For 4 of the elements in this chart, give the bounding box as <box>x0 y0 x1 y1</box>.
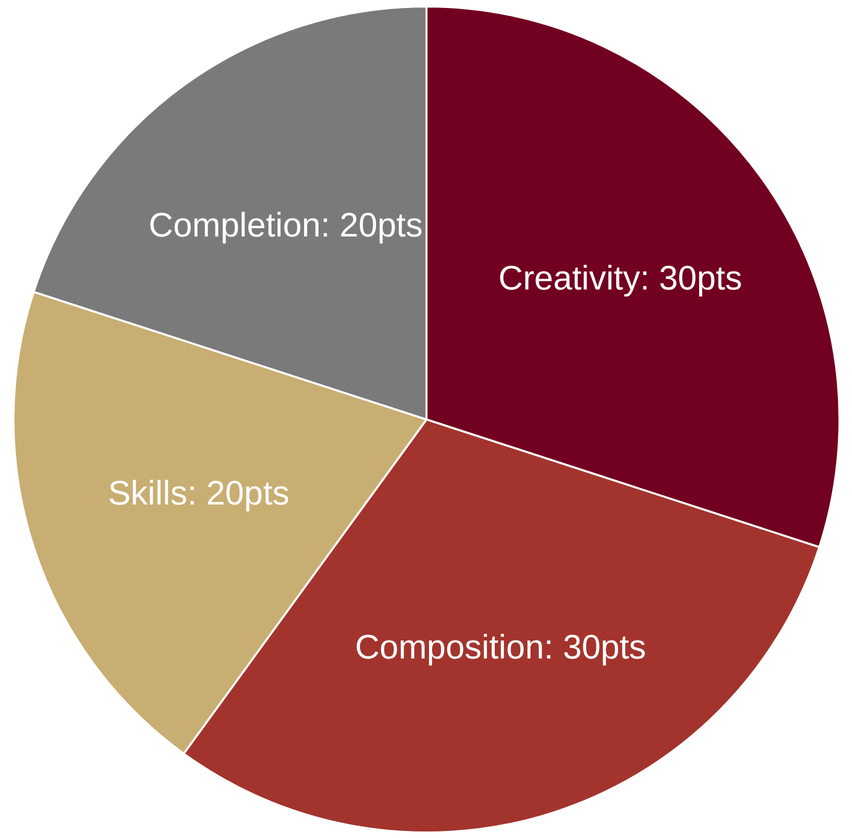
slice-label: Completion: 20pts <box>148 206 423 245</box>
slice-label: Skills: 20pts <box>108 474 290 513</box>
slice-label: Creativity: 30pts <box>498 260 742 298</box>
slice-label: Composition: 30pts <box>355 628 646 666</box>
